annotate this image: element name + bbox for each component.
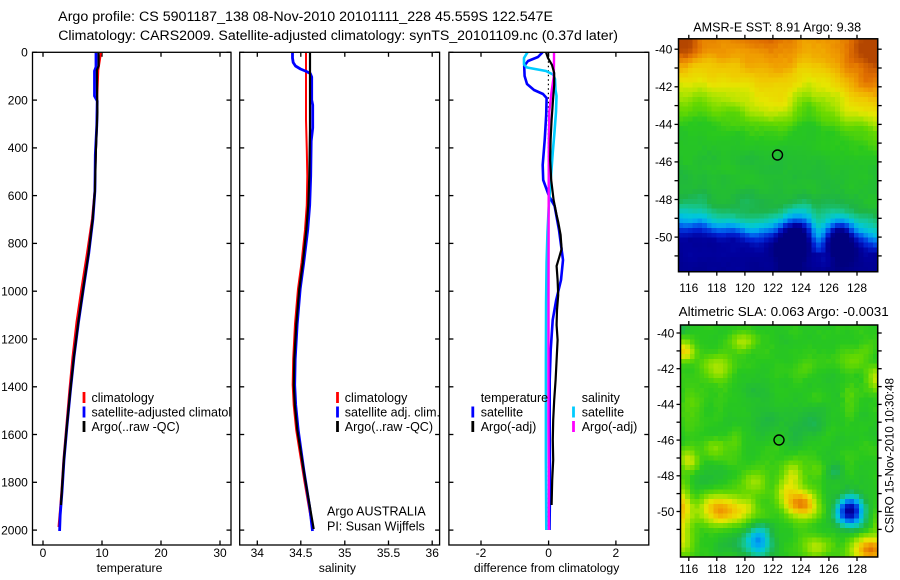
svg-text:-42: -42 [655, 80, 673, 94]
svg-text:temperature: temperature [97, 561, 163, 575]
svg-text:-44: -44 [657, 398, 675, 412]
svg-text:1000: 1000 [1, 285, 28, 299]
svg-text:34: 34 [251, 546, 265, 560]
svg-text:35: 35 [338, 546, 352, 560]
svg-text:salinity: salinity [582, 391, 621, 405]
svg-text:-44: -44 [655, 118, 673, 132]
svg-text:1800: 1800 [1, 476, 28, 490]
svg-text:-46: -46 [657, 433, 675, 447]
svg-text:1400: 1400 [1, 380, 28, 394]
svg-text:AMSR-E SST: 8.91 Argo: 9.38: AMSR-E SST: 8.91 Argo: 9.38 [693, 20, 861, 34]
svg-text:128: 128 [847, 281, 867, 295]
svg-text:122: 122 [763, 281, 783, 295]
svg-text:124: 124 [791, 281, 811, 295]
svg-text:-48: -48 [657, 469, 675, 483]
svg-text:0: 0 [21, 46, 28, 60]
svg-text:difference from climatology: difference from climatology [474, 561, 620, 575]
svg-text:124: 124 [791, 562, 811, 576]
svg-text:118: 118 [707, 281, 726, 295]
svg-text:126: 126 [819, 562, 839, 576]
svg-text:-40: -40 [657, 326, 675, 340]
svg-text:-42: -42 [657, 362, 675, 376]
svg-text:-50: -50 [657, 505, 675, 519]
svg-text:200: 200 [8, 93, 28, 107]
svg-text:34.5: 34.5 [289, 546, 313, 560]
svg-text:120: 120 [735, 281, 755, 295]
svg-text:Argo(-adj): Argo(-adj) [481, 420, 537, 434]
svg-text:120: 120 [735, 562, 755, 576]
svg-text:-46: -46 [655, 155, 673, 169]
svg-text:satellite: satellite [582, 405, 624, 419]
svg-text:2: 2 [613, 546, 620, 560]
svg-text:400: 400 [8, 141, 28, 155]
svg-text:-40: -40 [655, 43, 673, 57]
svg-text:Argo(-adj): Argo(-adj) [582, 420, 638, 434]
svg-text:800: 800 [8, 237, 28, 251]
svg-text:126: 126 [819, 281, 839, 295]
svg-text:Argo profile: CS 5901187_138 0: Argo profile: CS 5901187_138 08-Nov-2010… [58, 9, 553, 25]
svg-text:Climatology: CARS2009. Satelli: Climatology: CARS2009. Satellite-adjuste… [58, 28, 618, 44]
svg-text:1200: 1200 [1, 332, 28, 346]
svg-text:Argo AUSTRALIA: Argo AUSTRALIA [327, 505, 426, 519]
svg-text:122: 122 [763, 562, 783, 576]
svg-text:-50: -50 [655, 230, 673, 244]
svg-text:Altimetric SLA: 0.063 Argo: -: Altimetric SLA: 0.063 Argo: -0.0031 [679, 304, 889, 319]
svg-text:satellite-adjusted climatology: satellite-adjusted climatology [92, 405, 253, 419]
svg-text:116: 116 [679, 562, 698, 576]
svg-text:climatology: climatology [345, 391, 408, 405]
svg-text:128: 128 [847, 562, 867, 576]
svg-text:salinity: salinity [319, 561, 357, 575]
svg-text:35.5: 35.5 [377, 546, 401, 560]
svg-text:-48: -48 [655, 193, 673, 207]
svg-text:600: 600 [8, 189, 28, 203]
svg-text:Argo(..raw -QC): Argo(..raw -QC) [92, 420, 180, 434]
svg-text:0: 0 [545, 546, 552, 560]
svg-text:satellite: satellite [481, 405, 523, 419]
svg-text:30: 30 [213, 546, 227, 560]
svg-text:20: 20 [154, 546, 168, 560]
svg-text:118: 118 [707, 562, 726, 576]
svg-text:36: 36 [426, 546, 440, 560]
svg-text:Argo(..raw -QC): Argo(..raw -QC) [345, 420, 433, 434]
svg-text:116: 116 [679, 281, 698, 295]
svg-text:-2: -2 [476, 546, 487, 560]
svg-text:temperature: temperature [481, 391, 548, 405]
svg-text:satellite adj. clim.: satellite adj. clim. [345, 405, 440, 419]
svg-text:2000: 2000 [1, 523, 28, 537]
svg-text:0: 0 [40, 546, 47, 560]
svg-text:climatology: climatology [92, 391, 155, 405]
svg-text:CSIRO 15-Nov-2010 10:30:48: CSIRO 15-Nov-2010 10:30:48 [883, 378, 897, 533]
svg-text:1600: 1600 [1, 428, 28, 442]
svg-text:PI: Susan Wijffels: PI: Susan Wijffels [327, 520, 425, 534]
svg-text:10: 10 [95, 546, 109, 560]
